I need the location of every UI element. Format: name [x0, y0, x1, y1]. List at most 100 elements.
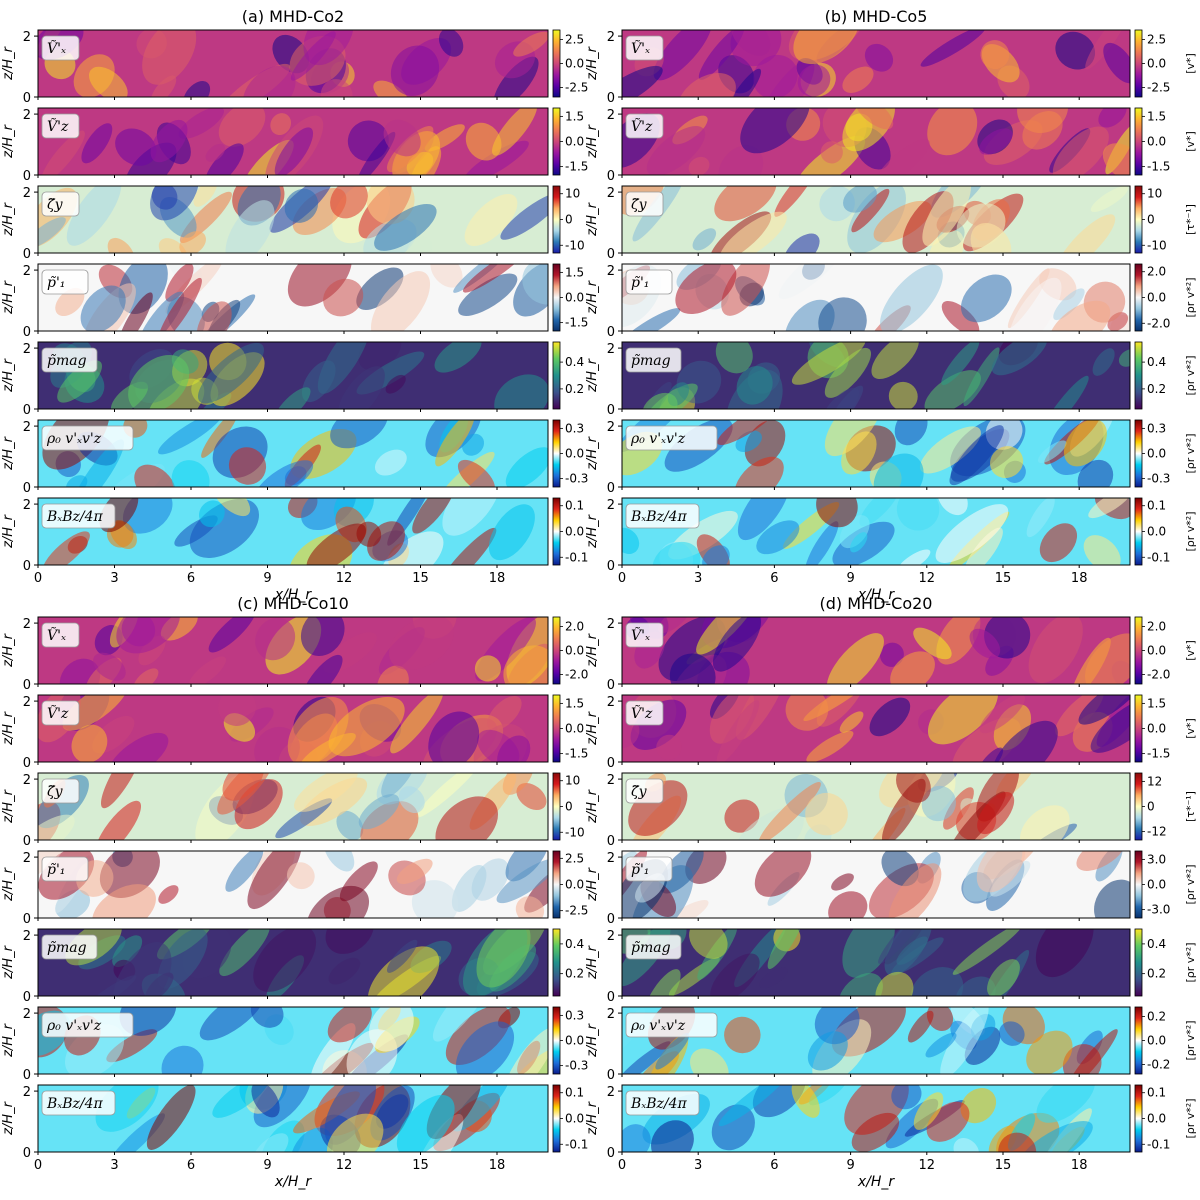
panel-label: ρ₀ v'ₓv'z	[625, 1012, 718, 1038]
y-tick-label: 2	[607, 695, 615, 710]
y-tick-label: 0	[23, 678, 31, 693]
y-tick-label: 2	[607, 498, 615, 513]
colorbar-tick-label: -10	[565, 238, 585, 252]
y-tick-label: 2	[607, 773, 615, 788]
y-tick-label: 0	[23, 91, 31, 106]
colorbar-unit: [ρr v*²]	[1184, 864, 1197, 904]
heatmap-max	[622, 498, 1130, 565]
colorbar-tick-label: 1.5	[565, 696, 584, 710]
colorbar-tick-label: 0.4	[565, 937, 584, 951]
y-tick-label: 2	[23, 342, 31, 357]
svg-text:p̃mag: p̃mag	[631, 940, 671, 956]
colorbar	[552, 616, 561, 685]
colorbar	[1134, 772, 1143, 841]
heatmap-vx	[622, 617, 1130, 684]
x-tick-label: 18	[1071, 1158, 1088, 1173]
x-tick-label: 3	[110, 1158, 118, 1173]
colorbar-tick-label: -10	[565, 825, 585, 839]
colorbar-tick-label: 10	[1147, 187, 1162, 201]
x-tick-label: 18	[489, 1158, 506, 1173]
svg-text:ρ₀ v'ₓv'z: ρ₀ v'ₓv'z	[630, 1018, 686, 1034]
colorbar	[1134, 419, 1143, 488]
colorbar-tick-label: 0.0	[1147, 57, 1166, 71]
colorbar-tick-label: 0.0	[565, 644, 584, 658]
panel-label: Ṽ'ₓ	[625, 622, 664, 648]
colorbar-unit: [v*]	[1184, 718, 1197, 739]
heatmap-p1	[622, 264, 1130, 331]
colorbar-tick-label: 3.0	[1147, 852, 1166, 866]
svg-text:Ṽ'z: Ṽ'z	[47, 117, 69, 135]
colorbar-tick-label: 12	[1147, 774, 1162, 788]
x-axis-label: x/H_r	[857, 1174, 896, 1190]
colorbar-tick-label: 1.5	[565, 109, 584, 123]
colorbar-tick-label: 0.2	[1147, 382, 1166, 396]
colorbar-tick-label: -0.2	[1147, 1057, 1170, 1071]
panel-label: ζ̃y	[41, 191, 80, 217]
y-axis-label: z/H_r	[585, 357, 600, 392]
y-tick-label: 2	[23, 695, 31, 710]
colorbar	[552, 185, 561, 254]
panel-label: ζ̃y	[625, 191, 664, 217]
colorbar-tick-label: -2.0	[1147, 316, 1170, 330]
colorbar-tick-label: 0.0	[1147, 525, 1166, 539]
svg-text:ρ₀ v'ₓv'z: ρ₀ v'ₓv'z	[46, 431, 102, 447]
colorbar	[552, 341, 561, 410]
colorbar	[552, 694, 561, 763]
y-tick-label: 2	[607, 851, 615, 866]
y-tick-label: 0	[607, 403, 615, 418]
x-tick-label: 9	[263, 571, 271, 586]
y-tick-label: 0	[23, 990, 31, 1005]
colorbar-tick-label: 0.2	[1147, 967, 1166, 981]
y-tick-label: 0	[607, 756, 615, 771]
y-tick-label: 0	[607, 834, 615, 849]
colorbar	[1134, 1084, 1143, 1153]
svg-text:p̃'₁: p̃'₁	[47, 275, 65, 291]
colorbar-unit: [v*]	[1184, 131, 1197, 152]
y-axis-label: z/H_r	[1, 45, 16, 80]
x-tick-label: 12	[336, 571, 353, 586]
y-tick-label: 2	[607, 929, 615, 944]
panel-label: Ṽ'ₓ	[625, 35, 664, 61]
colorbar-tick-label: -2.5	[565, 904, 588, 918]
colorbar-tick-label: 0	[1147, 800, 1155, 814]
colorbar-tick-label: 0.2	[565, 967, 584, 981]
y-axis-label: z/H_r	[1, 279, 16, 314]
y-tick-label: 2	[23, 617, 31, 632]
colorbar-tick-label: -1.5	[1147, 160, 1170, 174]
colorbar-tick-label: 0.1	[1147, 1086, 1166, 1100]
y-axis-label: z/H_r	[585, 944, 600, 979]
svg-text:BₓBz/4π: BₓBz/4π	[46, 509, 104, 525]
y-tick-label: 2	[607, 1085, 615, 1100]
colorbar-tick-label: 0.0	[1147, 878, 1166, 892]
colorbar-tick-label: -0.3	[565, 1059, 588, 1073]
panel-label: p̃mag	[41, 347, 98, 373]
svg-text:ρ₀ v'ₓv'z: ρ₀ v'ₓv'z	[46, 1018, 102, 1034]
svg-text:ζ̃y: ζ̃y	[47, 784, 64, 800]
y-tick-label: 0	[607, 247, 615, 262]
panel-label: BₓBz/4π	[625, 503, 700, 529]
colorbar-tick-label: 10	[565, 187, 580, 201]
colorbar-tick-label: 0.3	[1147, 421, 1166, 435]
y-tick-label: 0	[607, 169, 615, 184]
x-tick-label: 9	[846, 1158, 854, 1173]
y-tick-label: 2	[23, 108, 31, 123]
y-tick-label: 2	[607, 1007, 615, 1022]
colorbar-tick-label: -0.3	[1147, 472, 1170, 486]
heatmap-pmag	[38, 929, 548, 996]
x-tick-label: 3	[694, 1158, 702, 1173]
colorbar-tick-label: 1.5	[1147, 696, 1166, 710]
panel-label: BₓBz/4π	[625, 1090, 700, 1116]
y-axis-label: z/H_r	[1, 788, 16, 823]
y-tick-label: 0	[607, 1146, 615, 1161]
y-tick-label: 2	[23, 1085, 31, 1100]
x-tick-label: 18	[489, 571, 506, 586]
x-tick-label: 12	[919, 571, 936, 586]
colorbar-tick-label: 0.3	[565, 421, 584, 435]
colorbar-tick-label: 0.4	[1147, 937, 1166, 951]
colorbar-tick-label: -2.0	[1147, 667, 1170, 681]
y-tick-label: 0	[23, 1146, 31, 1161]
heatmap-rey	[38, 420, 548, 487]
colorbar-tick-label: -0.3	[565, 472, 588, 486]
x-tick-label: 15	[412, 571, 429, 586]
colorbar-tick-label: -1.5	[565, 747, 588, 761]
